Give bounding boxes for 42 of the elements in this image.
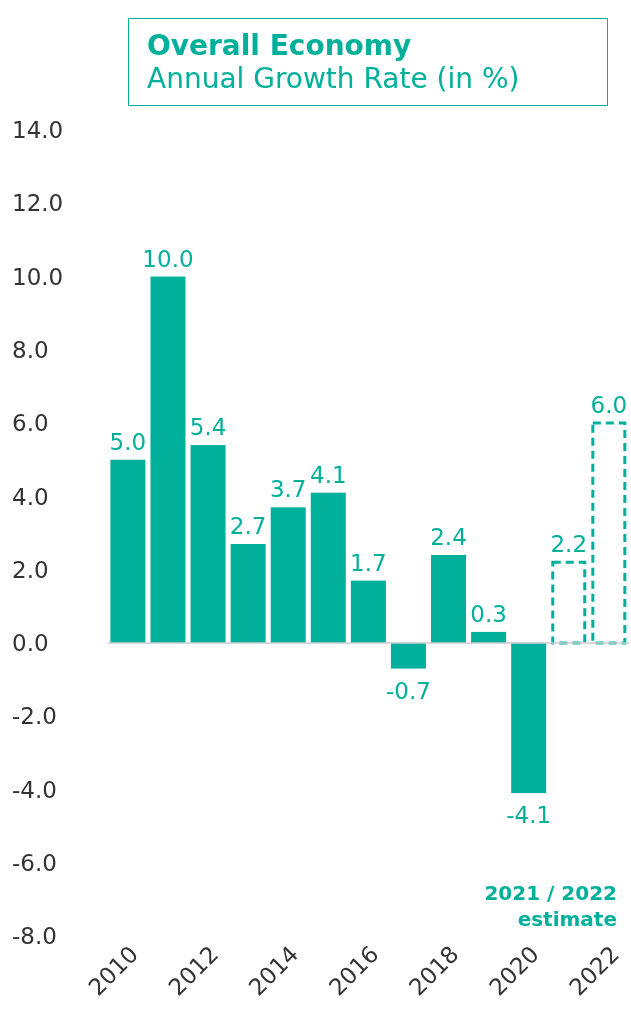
data-label: 0.3 bbox=[470, 600, 507, 627]
data-label: 2.4 bbox=[430, 523, 467, 550]
chart-subtitle: Annual Growth Rate (in %) bbox=[147, 62, 521, 95]
chart-title: Overall Economy bbox=[147, 29, 413, 62]
bar bbox=[190, 445, 226, 643]
data-label: 5.0 bbox=[109, 428, 147, 455]
data-label: 3.7 bbox=[269, 476, 307, 503]
bar bbox=[270, 507, 306, 643]
bar bbox=[230, 543, 266, 643]
data-label: 1.7 bbox=[350, 549, 387, 576]
bar bbox=[390, 642, 426, 669]
bar bbox=[471, 631, 507, 643]
bar bbox=[310, 492, 346, 643]
y-tick-label: 10.0 bbox=[12, 263, 64, 290]
bar bbox=[431, 554, 467, 643]
data-label: 4.1 bbox=[310, 461, 347, 488]
y-tick-label: 4.0 bbox=[12, 483, 49, 510]
y-tick-label: 0.0 bbox=[12, 630, 49, 657]
data-label: -0.7 bbox=[386, 677, 431, 704]
data-label: -4.1 bbox=[506, 802, 552, 829]
data-label: 2.7 bbox=[229, 512, 267, 539]
bar bbox=[110, 459, 146, 643]
bar bbox=[551, 560, 587, 645]
bar bbox=[350, 580, 386, 643]
bar bbox=[511, 642, 547, 794]
y-tick-label: -8.0 bbox=[12, 923, 57, 950]
y-tick-label: 2.0 bbox=[12, 556, 49, 583]
data-label: 2.2 bbox=[550, 531, 588, 558]
annotation: 2021 / 2022 bbox=[484, 880, 617, 906]
y-tick-label: -2.0 bbox=[12, 703, 57, 730]
bar bbox=[150, 276, 186, 643]
annotation: estimate bbox=[516, 906, 617, 932]
y-tick-label: -6.0 bbox=[12, 849, 57, 876]
y-tick-label: -4.0 bbox=[12, 776, 57, 803]
y-tick-label: 6.0 bbox=[12, 410, 49, 437]
data-label: 6.0 bbox=[590, 392, 628, 419]
bar bbox=[591, 421, 627, 645]
data-label: 5.4 bbox=[189, 414, 227, 441]
y-tick-label: 14.0 bbox=[12, 117, 64, 144]
y-tick-label: 12.0 bbox=[12, 190, 64, 217]
y-tick-label: 8.0 bbox=[12, 336, 49, 363]
data-label: 10.0 bbox=[142, 245, 194, 272]
